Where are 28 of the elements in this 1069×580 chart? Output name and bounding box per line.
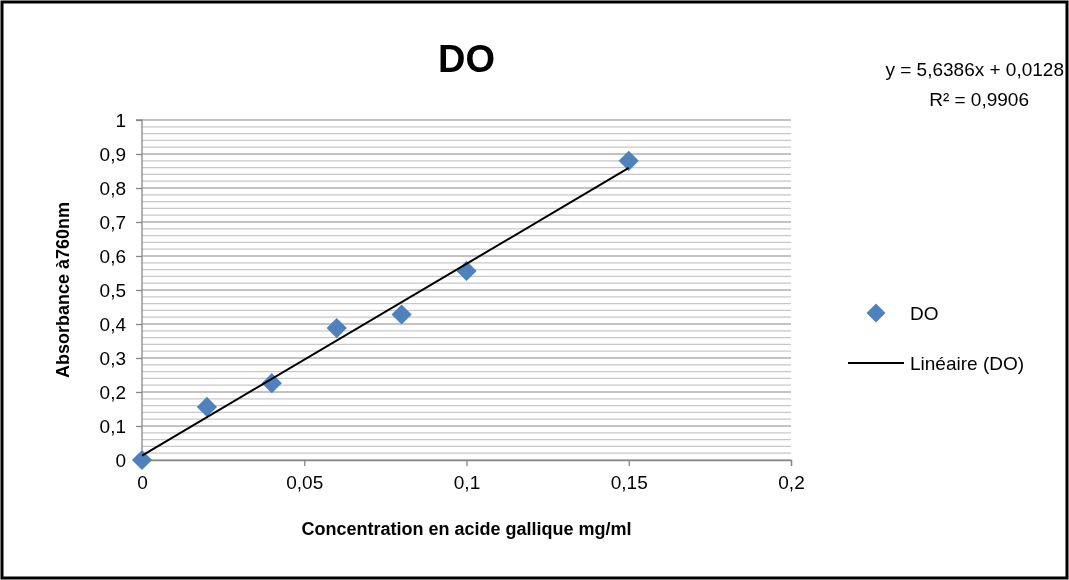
y-tick-label: 0,9: [99, 143, 126, 165]
text: y = 5,6386x + 0,0128: [885, 59, 1064, 80]
point: [131, 449, 153, 471]
x-axis-title: Concentration en acide gallique mg/ml: [301, 519, 632, 539]
x-tick-label: 0: [137, 472, 148, 494]
y-axis-title: Absorbance à760nm: [53, 201, 73, 379]
y-tick-label: 0,7: [99, 211, 126, 233]
x-tick-label: 0,15: [610, 472, 648, 494]
y-tick-label: 0,4: [99, 313, 127, 335]
point: [618, 150, 639, 171]
x-tick-label: 0,2: [778, 472, 805, 494]
x-tick-label: 0,1: [453, 472, 481, 494]
y-tick-label: 0,3: [99, 347, 126, 369]
point: [326, 317, 347, 339]
y-tick-label: 1: [115, 109, 126, 131]
legend-label: DO: [910, 303, 939, 324]
y-tick-label: 0,2: [99, 381, 126, 403]
chart-title: DO: [438, 38, 495, 80]
y-tick-label: 0,5: [99, 279, 126, 301]
text: R² = 0,9906: [929, 89, 1029, 110]
point: [391, 304, 412, 325]
y-tick-label: 0,6: [99, 245, 126, 267]
y-tick-label: 0: [115, 449, 126, 471]
point: [196, 396, 217, 418]
y-tick-label: 0,8: [99, 177, 126, 199]
x-tick-label: 0,05: [286, 472, 324, 494]
legend-label: Linéaire (DO): [910, 353, 1025, 374]
y-tick-label: 0,1: [99, 415, 126, 437]
